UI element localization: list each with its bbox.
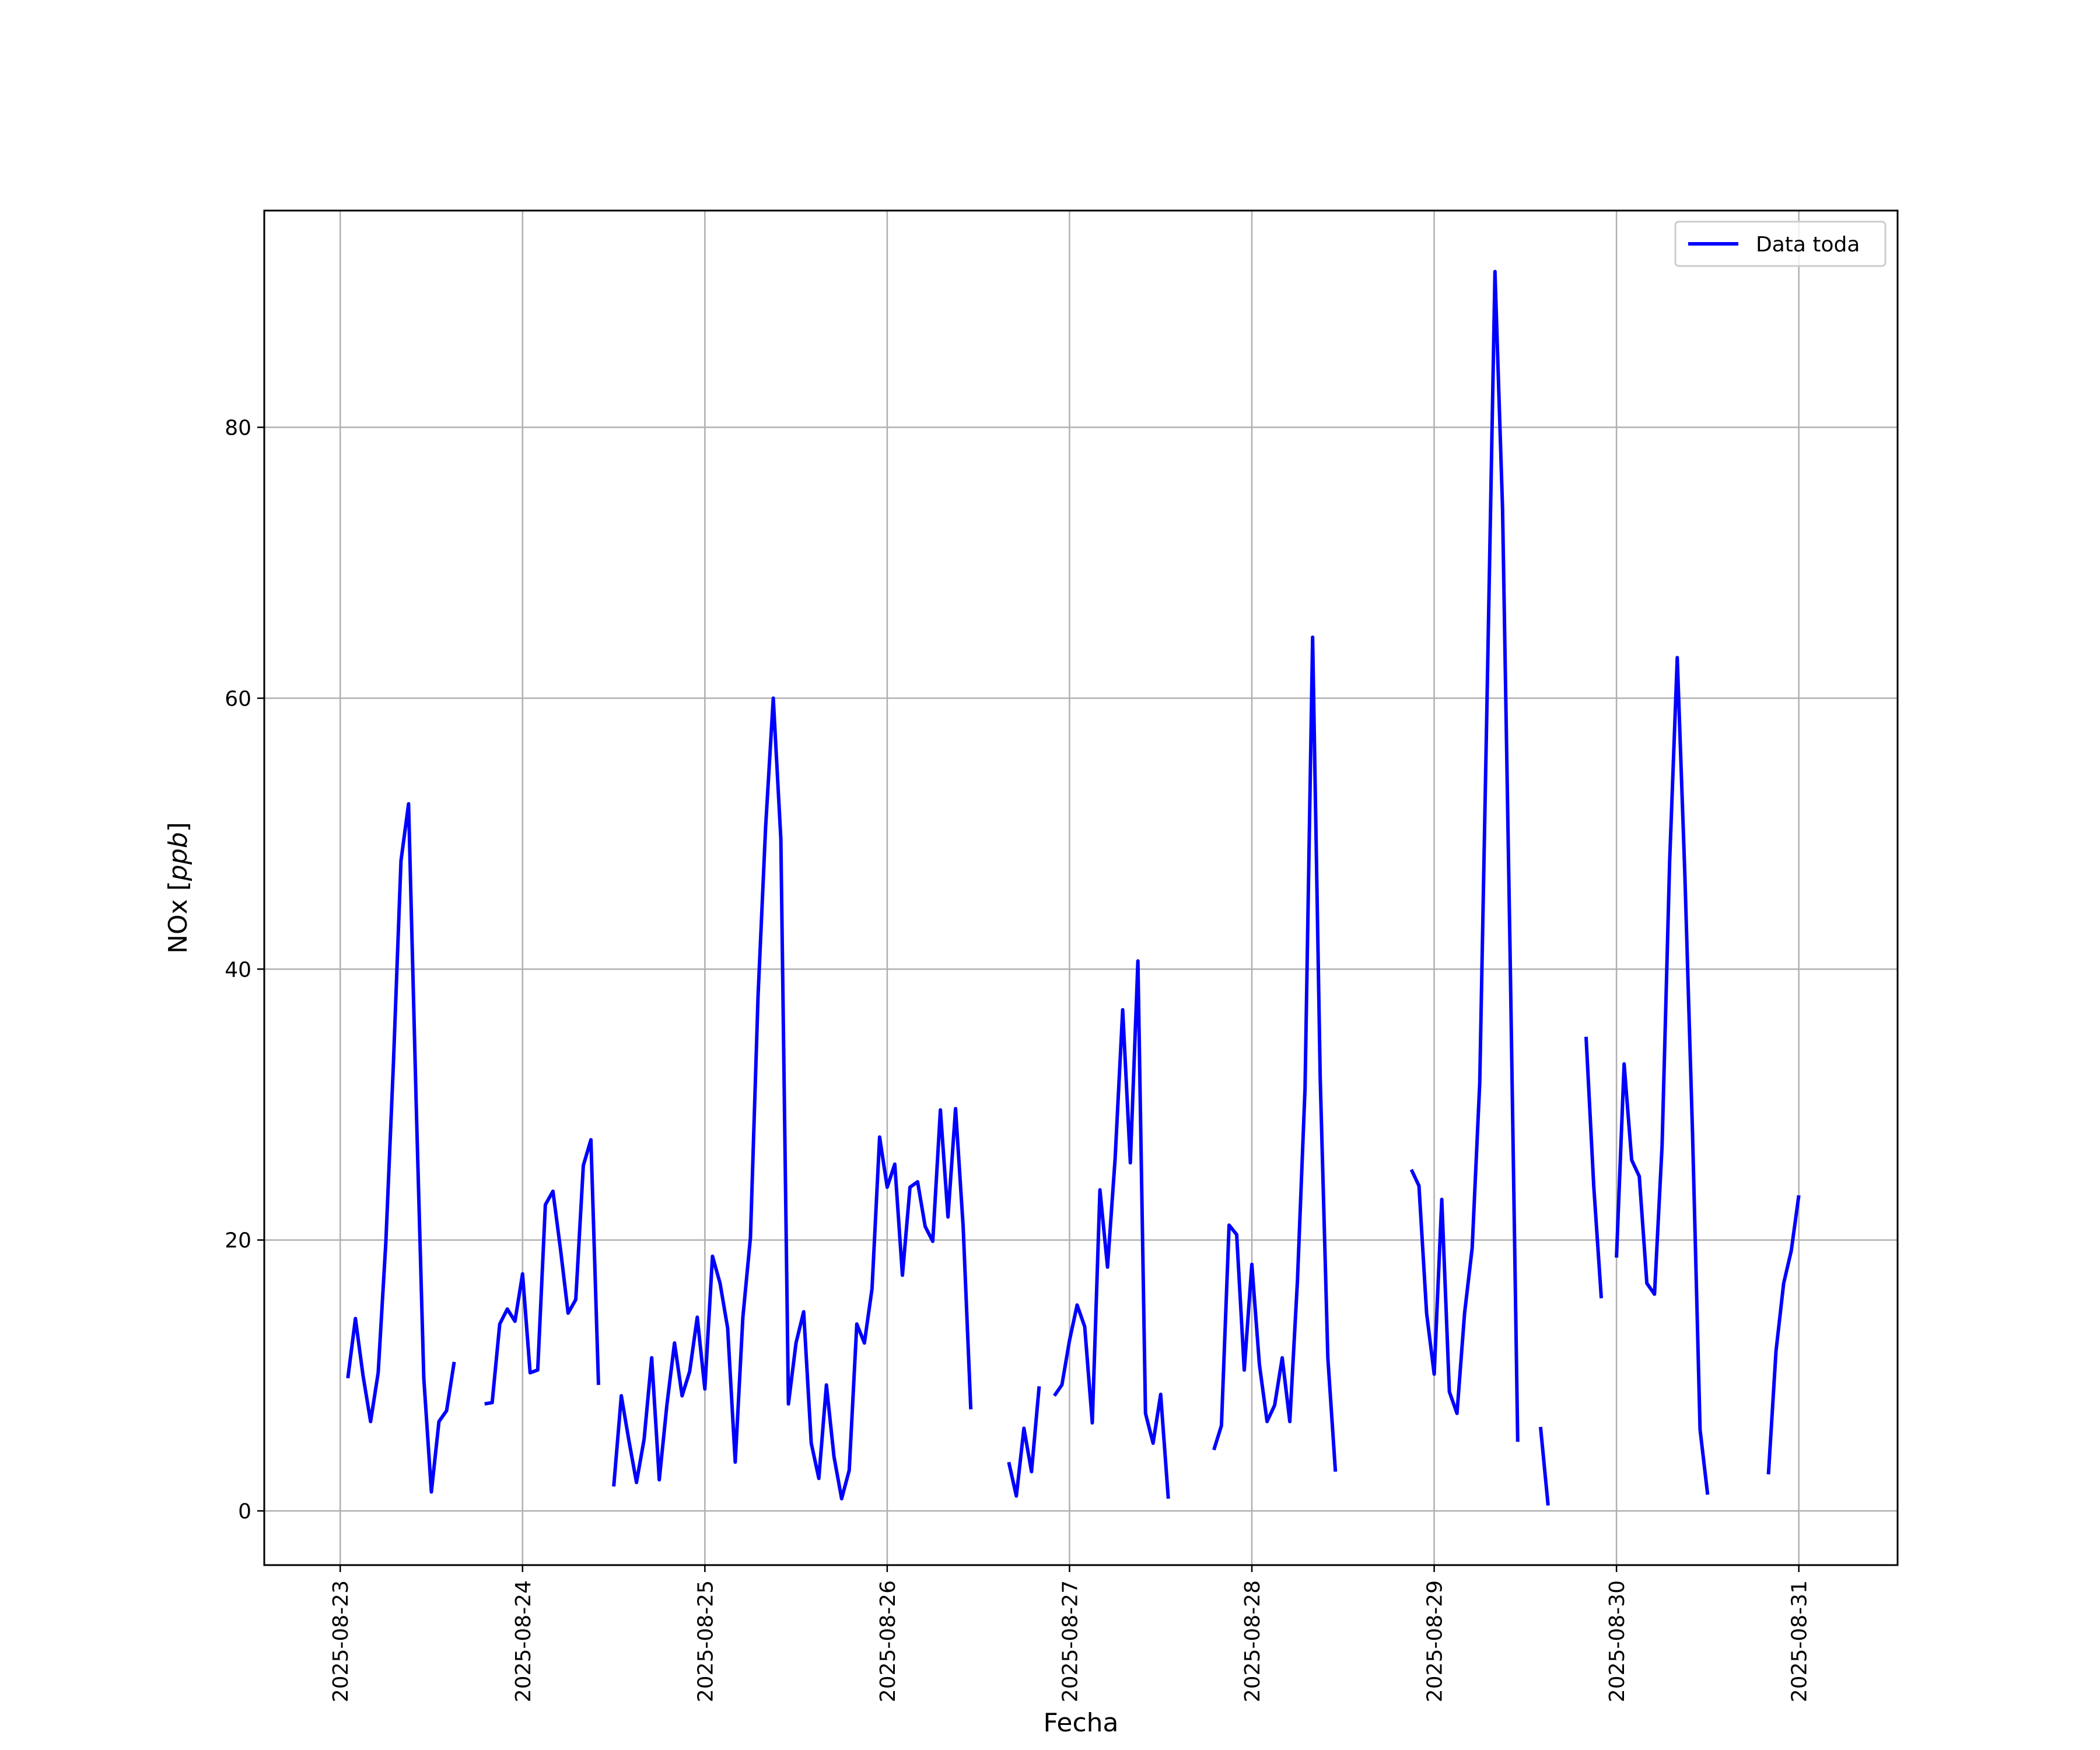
- x-axis-label: Fecha: [1043, 1708, 1118, 1738]
- x-tick-label: 2025-08-30: [1605, 1580, 1629, 1702]
- y-axis-label-unit: ppb: [163, 832, 193, 881]
- series-line-segment: [346, 802, 456, 1494]
- y-tick-label: 0: [238, 1500, 251, 1524]
- series-line-segment: [612, 696, 973, 1501]
- y-axis-ticks: 0 20 40 60 80: [225, 416, 264, 1524]
- y-axis-label-close: ]: [163, 822, 193, 832]
- x-tick-label: 2025-08-31: [1788, 1580, 1812, 1702]
- x-tick-label: 2025-08-24: [512, 1580, 536, 1702]
- y-tick-label: 60: [225, 687, 251, 711]
- legend: Data toda: [1674, 220, 1887, 267]
- y-tick-label: 20: [225, 1229, 251, 1253]
- x-tick-label: 2025-08-25: [694, 1580, 718, 1702]
- legend-box: [1674, 220, 1887, 267]
- x-tick-label: 2025-08-29: [1423, 1580, 1447, 1702]
- x-tick-label: 2025-08-27: [1058, 1580, 1082, 1702]
- x-axis-ticks: 2025-08-23 2025-08-24 2025-08-25 2025-08-26…: [329, 1565, 1812, 1702]
- x-tick-label: 2025-08-23: [329, 1580, 353, 1702]
- series-line-segment: [1538, 1426, 1550, 1506]
- x-tick-label: 2025-08-28: [1241, 1580, 1265, 1702]
- series-line-segment: [1212, 635, 1338, 1472]
- series-line-segment: [484, 1138, 600, 1406]
- series-line-segment: [1615, 656, 1710, 1495]
- series-data-toda: [346, 270, 1801, 1506]
- plot-frame: [263, 209, 1899, 1566]
- series-line-segment: [1766, 1195, 1801, 1475]
- series-line-segment: [1409, 270, 1520, 1442]
- y-tick-label: 80: [225, 416, 251, 440]
- legend-label-data-toda: Data toda: [1756, 233, 1860, 257]
- y-tick-label: 40: [225, 958, 251, 982]
- y-axis-label-main: NOx [: [163, 881, 193, 954]
- series-line-segment: [1584, 1037, 1604, 1298]
- y-axis-label: NOx [ppb]: [163, 822, 193, 954]
- series-line-segment: [1007, 1386, 1041, 1498]
- series-line-segment: [1052, 959, 1170, 1499]
- x-tick-label: 2025-08-26: [876, 1580, 900, 1702]
